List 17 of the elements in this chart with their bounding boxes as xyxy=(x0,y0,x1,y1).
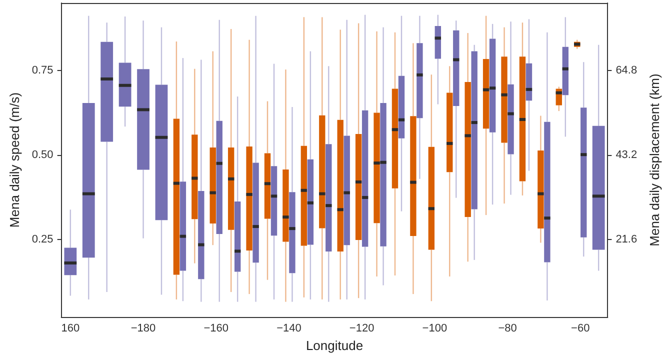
y2-tick-label: 43.2 xyxy=(616,148,638,161)
y-tick-label: 0.50 xyxy=(32,148,54,161)
y-tick-label: 0.75 xyxy=(32,64,54,77)
x-tick-label: −60 xyxy=(571,322,590,334)
y2-tick-label: 64.8 xyxy=(616,64,638,77)
x-tick-label: −120 xyxy=(349,322,374,334)
x-axis-title: Longitude xyxy=(306,338,364,353)
y2-tick-label: 21.6 xyxy=(616,233,638,246)
y-tick-label: 0.25 xyxy=(32,233,54,246)
x-tick-label: 160 xyxy=(61,322,80,334)
x-tick-label: −160 xyxy=(204,322,229,334)
x-tick-label: −100 xyxy=(422,322,448,334)
y2-axis-title: Mena daily displacement (km) xyxy=(647,74,662,246)
y-axis-title: Mena daily speed (m/s) xyxy=(7,92,22,228)
x-tick-label: −80 xyxy=(498,322,517,334)
x-tick-label: −140 xyxy=(276,322,302,334)
x-tick-label: −180 xyxy=(130,322,156,334)
